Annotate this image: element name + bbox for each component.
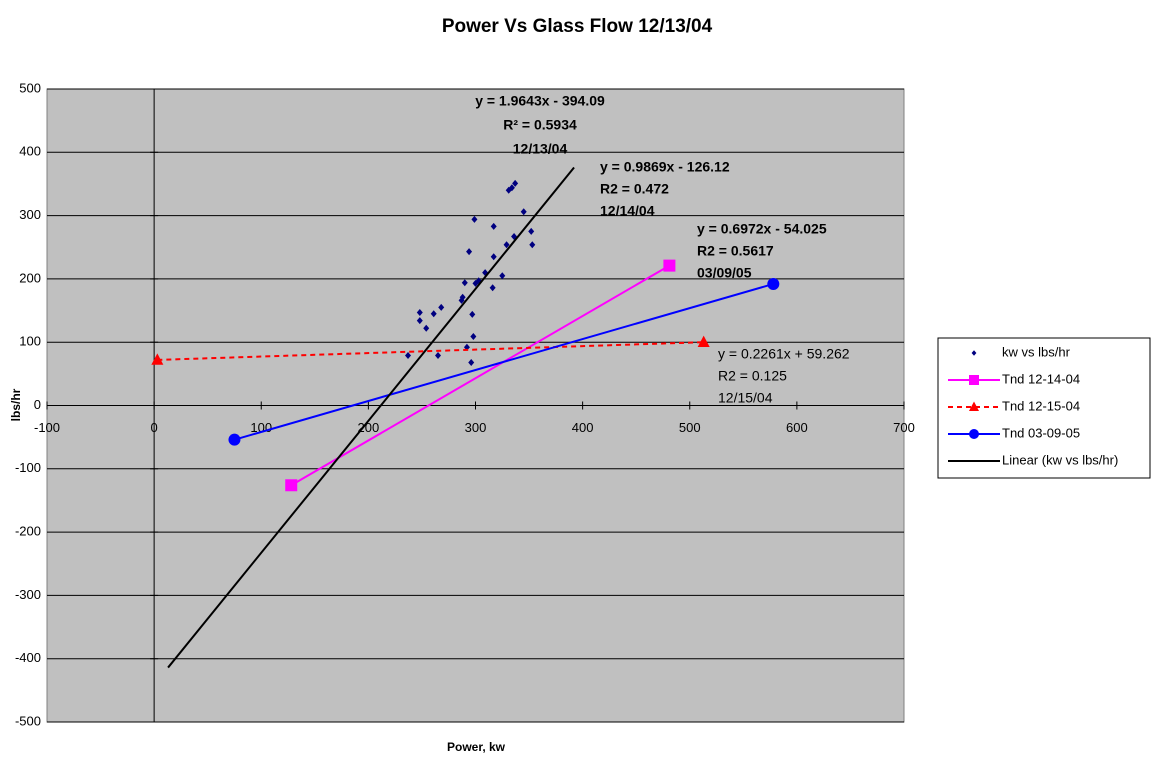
marker: [470, 333, 477, 341]
trendline-label: 12/15/04: [718, 390, 773, 406]
marker: [969, 401, 979, 411]
x-axis-label: Power, kw: [447, 740, 506, 754]
legend-label: Tnd 03-09-05: [1002, 425, 1080, 440]
trendline-label: y = 0.9869x - 126.12: [600, 159, 730, 175]
marker: [416, 317, 423, 325]
marker: [472, 279, 479, 287]
y-tick-label: 100: [19, 334, 41, 349]
series-line: [167, 166, 575, 669]
marker: [520, 208, 527, 216]
y-tick-label: -200: [15, 524, 41, 539]
chart-title: Power Vs Glass Flow 12/13/04: [442, 16, 713, 37]
trendline-label: y = 0.6972x - 54.025: [697, 221, 827, 237]
trendline-label: 12/14/04: [600, 203, 655, 219]
marker: [969, 375, 979, 385]
marker: [697, 335, 710, 347]
marker: [489, 284, 496, 292]
trendline-label: R2 = 0.125: [718, 368, 787, 384]
x-tick-label: 500: [679, 420, 701, 435]
series-line: [157, 341, 704, 361]
y-tick-label: 400: [19, 144, 41, 159]
marker: [466, 248, 473, 256]
marker: [423, 324, 430, 332]
trendline-label: 12/13/04: [513, 141, 568, 157]
marker: [512, 179, 519, 187]
marker: [528, 227, 535, 235]
x-tick-label: 600: [786, 420, 808, 435]
marker: [503, 241, 510, 249]
marker: [767, 277, 780, 290]
x-tick-label: 300: [465, 420, 487, 435]
y-tick-label: 300: [19, 207, 41, 222]
legend-label: Tnd 12-14-04: [1002, 371, 1080, 386]
x-tick-label: 400: [572, 420, 594, 435]
marker: [438, 303, 445, 311]
trendline-label: R2 = 0.472: [600, 181, 669, 197]
legend-label: Linear (kw vs lbs/hr): [1002, 452, 1118, 467]
y-tick-label: 500: [19, 80, 41, 95]
marker: [490, 253, 497, 261]
series-line: [234, 283, 774, 441]
y-tick-label: 0: [34, 397, 41, 412]
marker: [490, 222, 497, 230]
marker: [430, 310, 437, 318]
y-tick-label: -400: [15, 650, 41, 665]
marker: [228, 433, 241, 446]
marker: [468, 358, 475, 366]
x-tick-label: 700: [893, 420, 915, 435]
x-tick-label: 200: [358, 420, 380, 435]
marker: [971, 350, 977, 356]
marker: [663, 259, 676, 272]
marker: [285, 479, 298, 492]
marker: [459, 293, 466, 301]
marker: [499, 272, 506, 280]
marker: [969, 429, 979, 439]
marker: [405, 351, 412, 359]
trendline-label: y = 1.9643x - 394.09: [475, 93, 605, 109]
marker: [435, 351, 442, 359]
y-tick-label: -100: [15, 460, 41, 475]
marker: [529, 241, 536, 249]
marker: [416, 308, 423, 316]
x-tick-label: -100: [34, 420, 60, 435]
y-tick-label: -300: [15, 587, 41, 602]
trendline-label: 03/09/05: [697, 265, 752, 281]
y-axis-label: lbs/hr: [9, 388, 23, 421]
legend-label: kw vs lbs/hr: [1002, 344, 1071, 359]
marker: [505, 186, 512, 194]
trendline-label: R² = 0.5934: [503, 117, 577, 133]
marker: [471, 215, 478, 223]
series-line: [290, 264, 670, 487]
marker: [151, 353, 164, 365]
y-tick-label: -500: [15, 713, 41, 728]
legend-label: Tnd 12-15-04: [1002, 398, 1080, 413]
trendline-label: R2 = 0.5617: [697, 243, 774, 259]
marker: [461, 279, 468, 287]
marker: [469, 310, 476, 318]
trendline-label: y = 0.2261x + 59.262: [718, 346, 850, 362]
y-tick-label: 200: [19, 270, 41, 285]
